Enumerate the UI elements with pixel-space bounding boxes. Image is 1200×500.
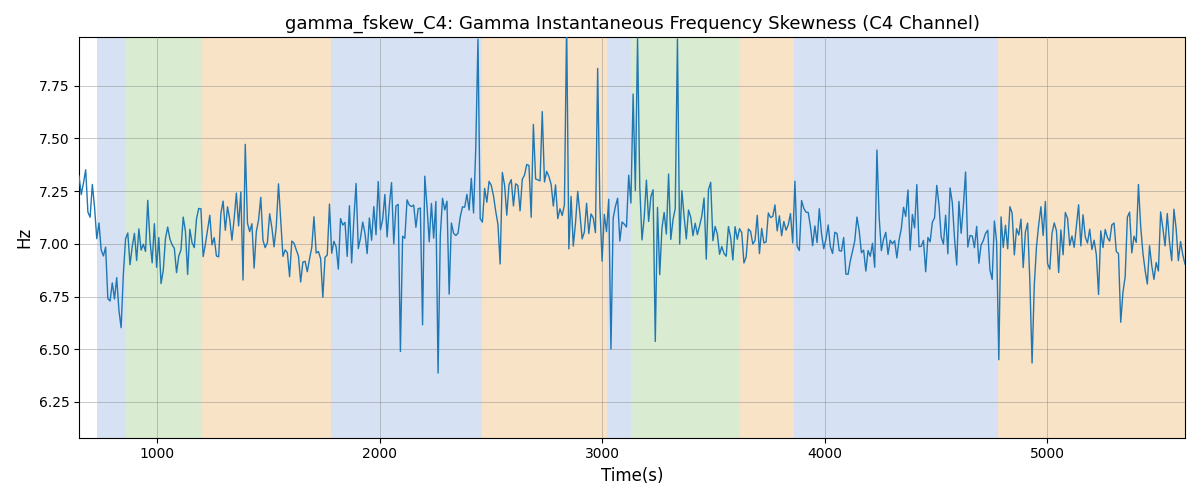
Bar bbox=[97, 38, 126, 438]
Bar bbox=[607, 38, 631, 438]
Bar bbox=[331, 38, 482, 438]
Bar bbox=[126, 38, 202, 438]
Bar bbox=[740, 38, 793, 438]
Y-axis label: Hz: Hz bbox=[14, 227, 32, 248]
Bar bbox=[482, 38, 607, 438]
Bar bbox=[631, 38, 740, 438]
X-axis label: Time(s): Time(s) bbox=[601, 467, 664, 485]
Bar bbox=[202, 38, 331, 438]
Bar bbox=[793, 38, 998, 438]
Bar bbox=[998, 38, 1184, 438]
Title: gamma_fskew_C4: Gamma Instantaneous Frequency Skewness (C4 Channel): gamma_fskew_C4: Gamma Instantaneous Freq… bbox=[284, 15, 979, 34]
